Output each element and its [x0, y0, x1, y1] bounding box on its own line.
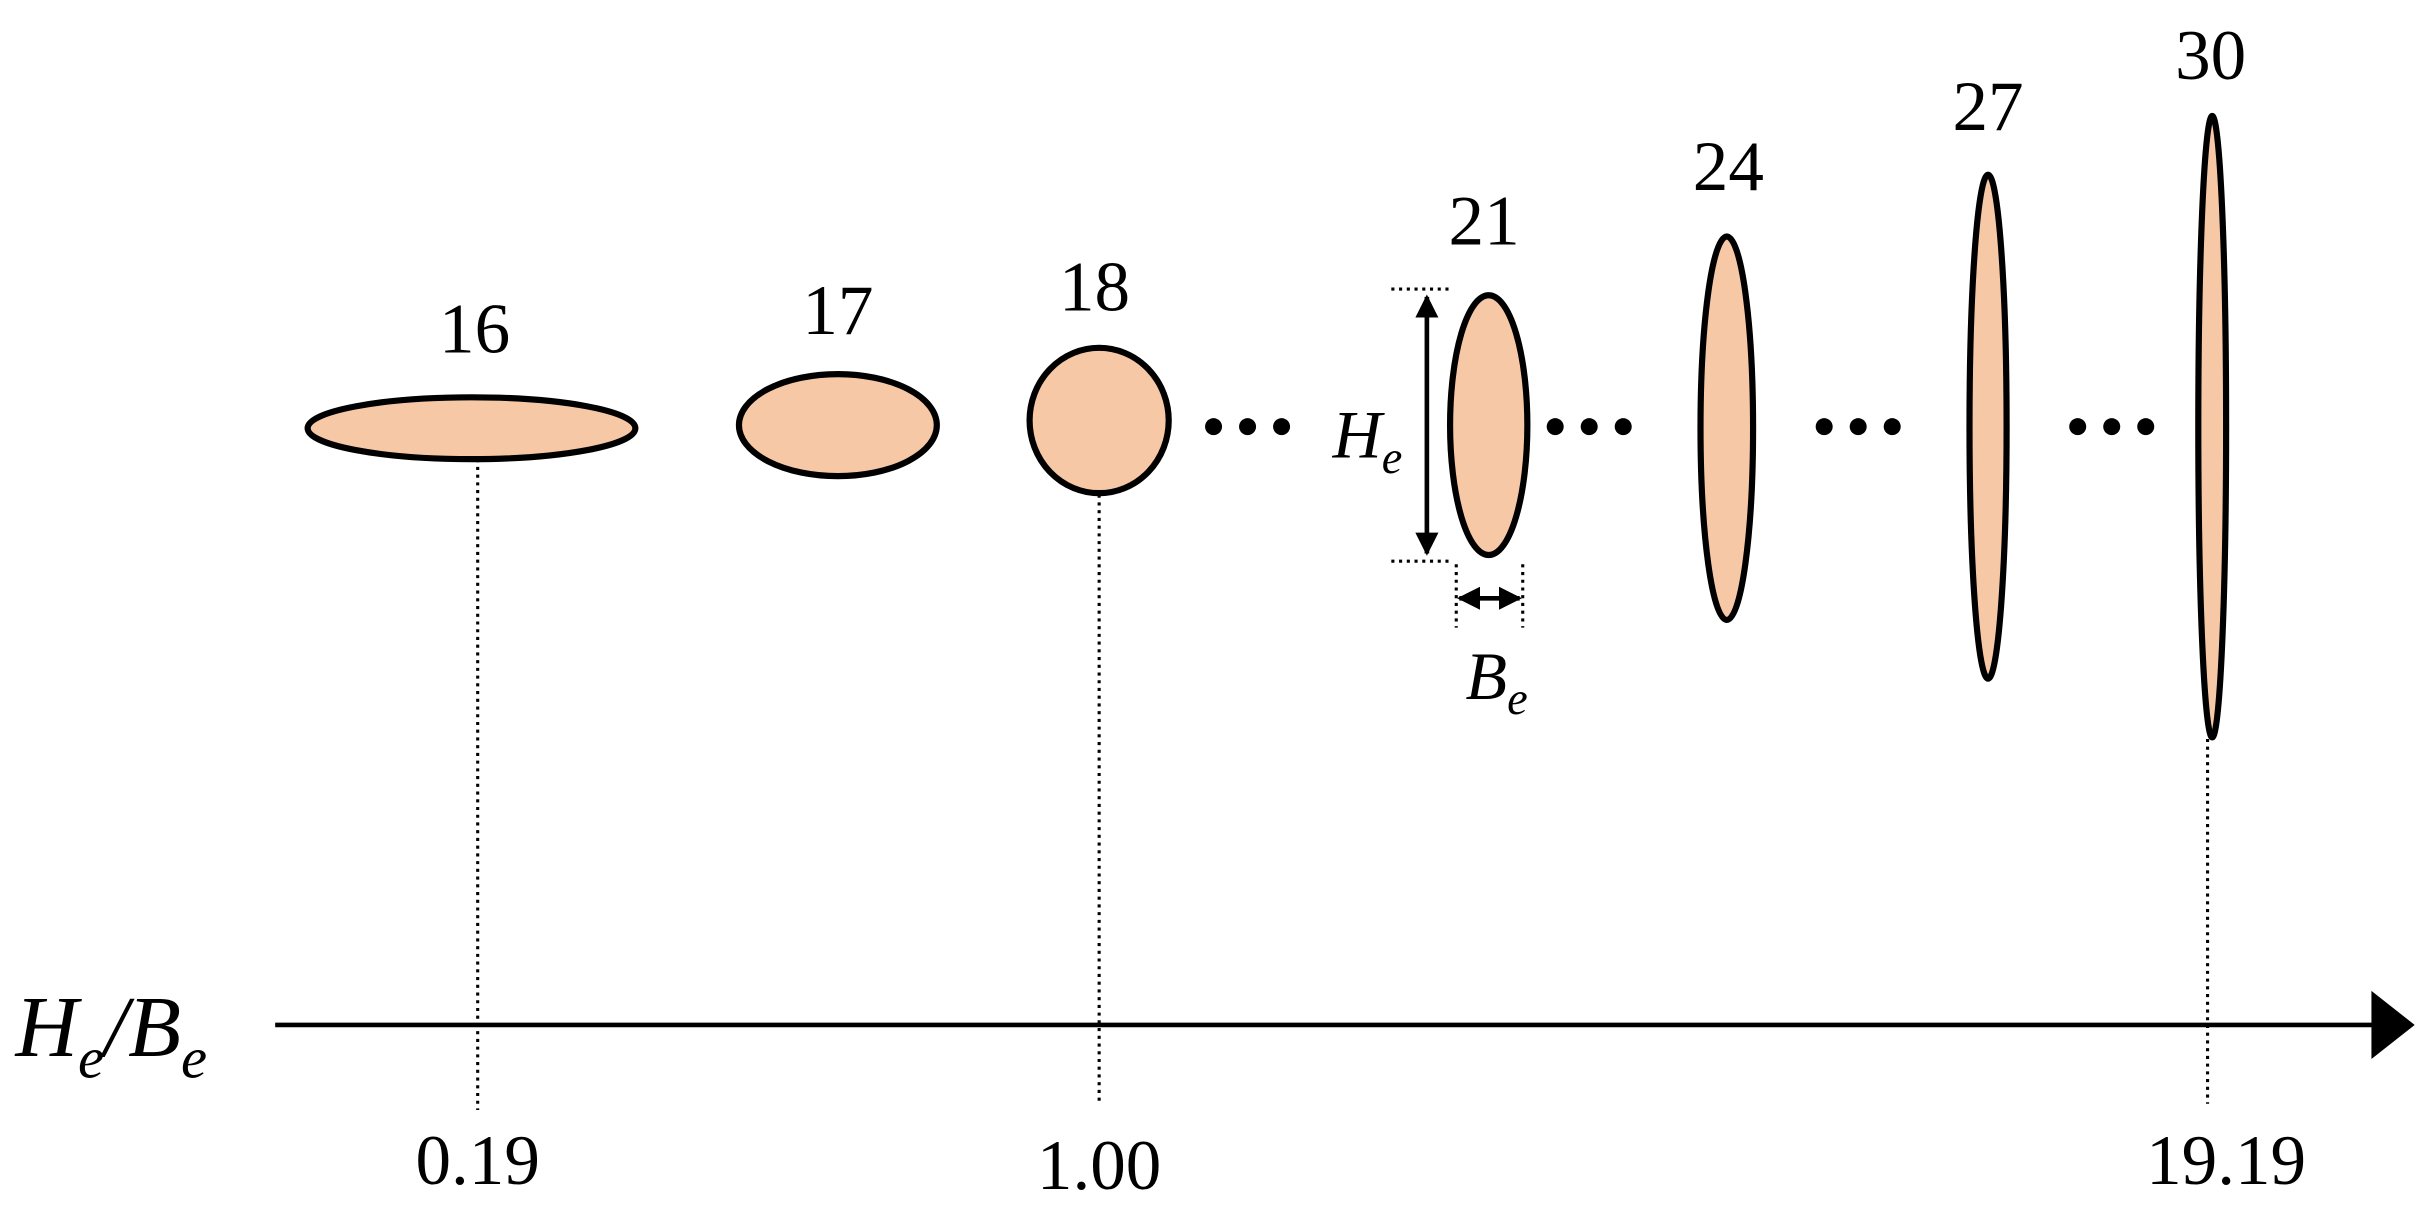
symbol: H — [14, 979, 82, 1075]
ellipse — [1697, 233, 1757, 624]
shape-label: 27 — [1952, 68, 2023, 146]
ellipse — [1966, 171, 2010, 682]
shape-label: 17 — [802, 272, 873, 350]
tick-label: 19.19 — [2146, 1122, 2306, 1200]
shape-label: 18 — [1059, 249, 1130, 327]
shape-label: 21 — [1449, 182, 1520, 260]
tick-label: 1.00 — [1037, 1127, 1161, 1205]
subscript: e — [1507, 674, 1528, 725]
symbol: B — [128, 979, 181, 1075]
symbol: H — [1332, 397, 1386, 473]
ellipse — [1446, 292, 1531, 559]
subscript: e — [78, 1026, 104, 1091]
height-label: He — [1332, 397, 1403, 484]
subscript: e — [1382, 433, 1403, 484]
ellipse — [2195, 112, 2230, 741]
shape-label: 30 — [2175, 17, 2246, 95]
axis-label: He/Be — [14, 979, 207, 1091]
symbol: B — [1466, 638, 1508, 714]
width-label: Be — [1466, 638, 1528, 725]
ellipse — [735, 371, 940, 480]
ellipsis — [1205, 418, 2155, 436]
ellipse — [304, 394, 639, 463]
subscript: e — [181, 1026, 207, 1091]
shape-label: 24 — [1693, 128, 1764, 206]
ellipse — [1026, 344, 1172, 497]
shape-label: 16 — [439, 290, 510, 368]
tick-label: 0.19 — [415, 1122, 539, 1200]
axis-arrow — [2371, 990, 2415, 1059]
